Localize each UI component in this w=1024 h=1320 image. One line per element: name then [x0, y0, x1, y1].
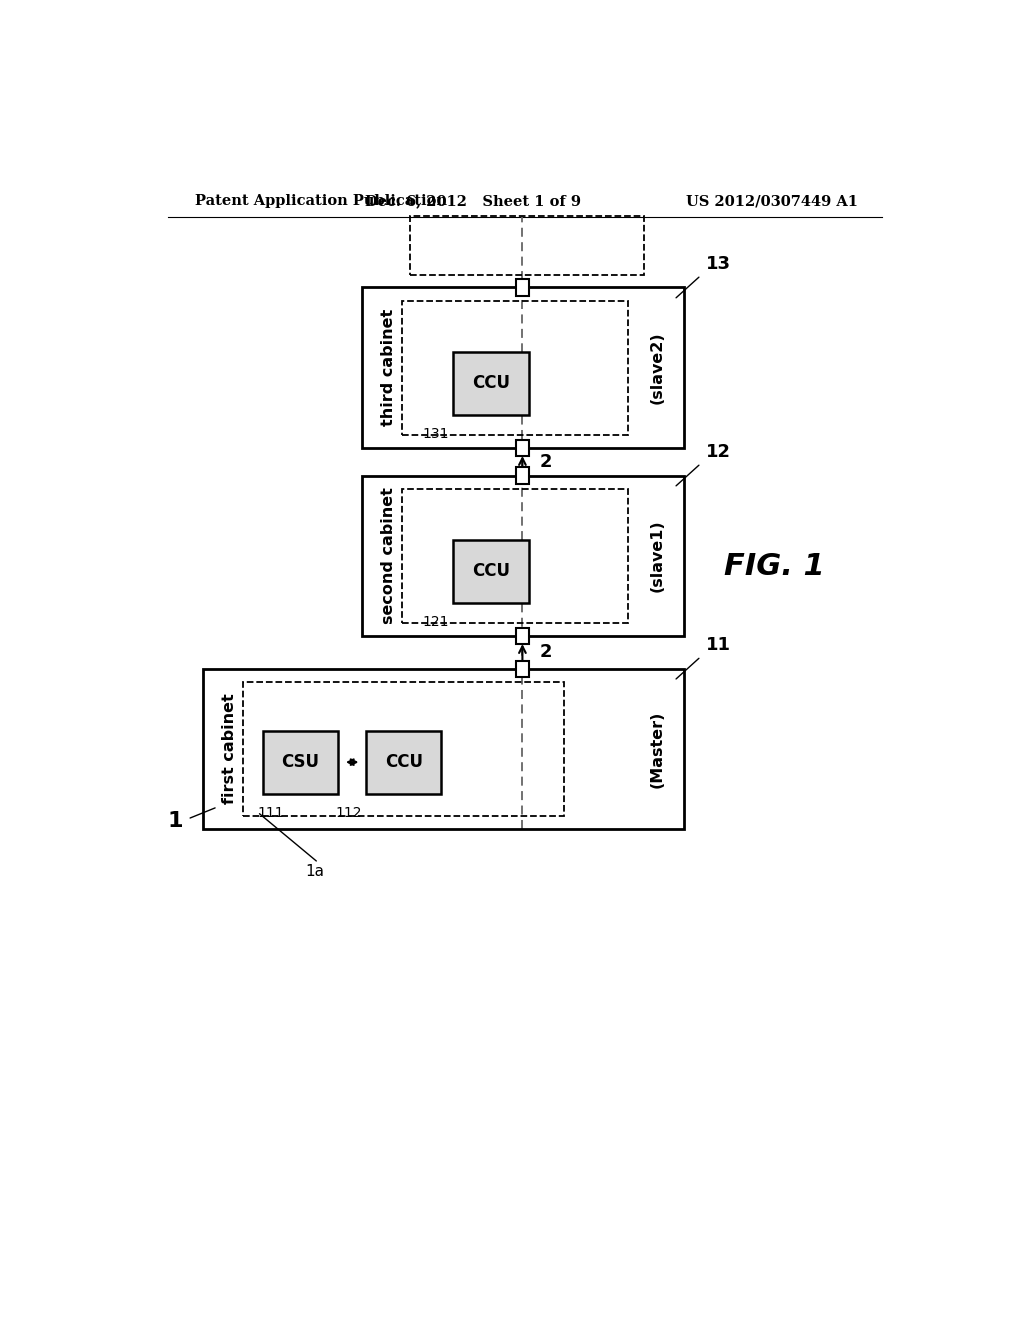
Bar [516, 440, 528, 457]
Text: 131: 131 [423, 426, 450, 441]
Bar [243, 682, 564, 816]
Text: CCU: CCU [472, 374, 510, 392]
Bar [516, 660, 528, 677]
Bar [204, 669, 684, 829]
Text: 1a: 1a [305, 865, 324, 879]
Text: third cabinet: third cabinet [381, 309, 396, 426]
Text: (slave2): (slave2) [650, 331, 665, 404]
Bar [401, 301, 628, 434]
Bar [362, 288, 684, 447]
Text: FIG. 1: FIG. 1 [724, 553, 825, 582]
Bar [516, 280, 528, 296]
Bar [454, 351, 528, 414]
Text: 13: 13 [706, 255, 731, 273]
Text: Patent Application Publication: Patent Application Publication [196, 194, 447, 209]
Text: 2: 2 [540, 643, 552, 661]
Text: CSU: CSU [282, 754, 319, 771]
Text: 112: 112 [336, 805, 362, 820]
Text: (slave1): (slave1) [650, 520, 665, 593]
Bar [516, 628, 528, 644]
Text: 12: 12 [706, 444, 731, 461]
Text: US 2012/0307449 A1: US 2012/0307449 A1 [686, 194, 858, 209]
Text: 11: 11 [706, 636, 731, 655]
Text: CCU: CCU [472, 562, 510, 579]
Bar [263, 731, 338, 793]
Text: first cabinet: first cabinet [222, 693, 238, 804]
Text: 1: 1 [168, 810, 183, 832]
Bar [410, 216, 644, 276]
Text: Dec. 6, 2012   Sheet 1 of 9: Dec. 6, 2012 Sheet 1 of 9 [366, 194, 582, 209]
Bar [401, 488, 628, 623]
Text: CCU: CCU [385, 754, 423, 771]
Bar [454, 540, 528, 602]
Bar [362, 475, 684, 636]
Bar [367, 731, 441, 793]
Text: 111: 111 [257, 805, 284, 820]
Text: 121: 121 [423, 615, 450, 628]
Text: second cabinet: second cabinet [381, 487, 396, 624]
Bar [516, 467, 528, 483]
Text: 2: 2 [540, 453, 552, 471]
Text: (Master): (Master) [650, 710, 665, 788]
